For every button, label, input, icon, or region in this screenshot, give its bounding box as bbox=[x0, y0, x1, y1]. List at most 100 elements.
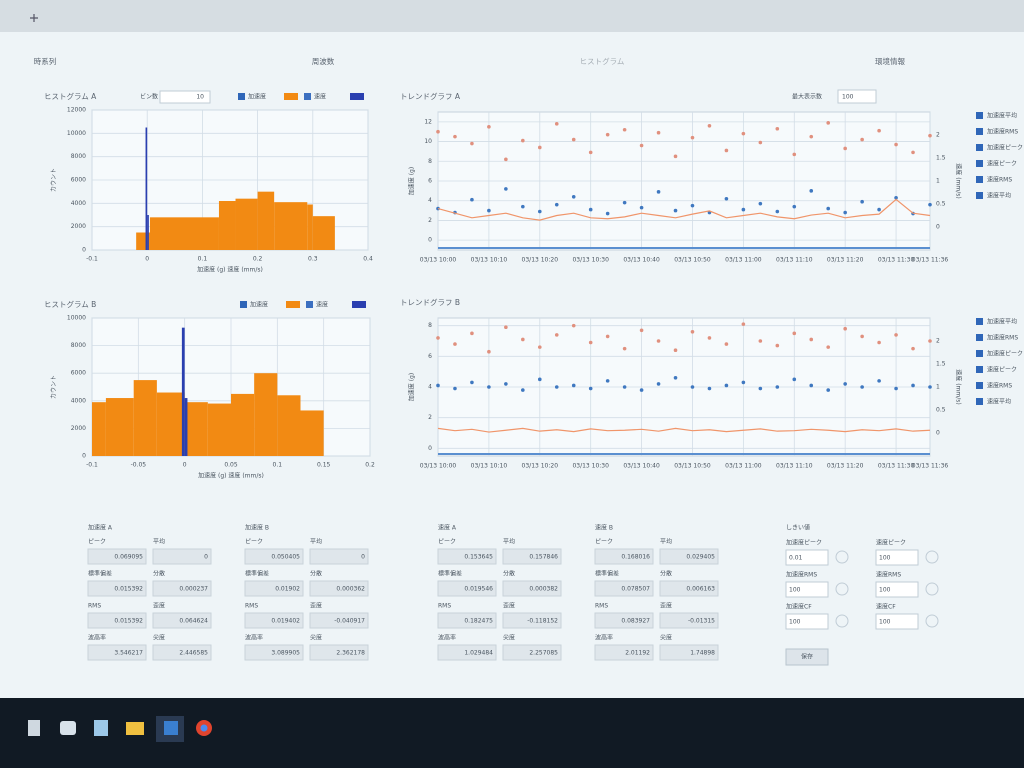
series-marker bbox=[436, 129, 440, 134]
y2-axis-label: 速度 (mm/s) bbox=[955, 163, 963, 198]
checkbox-label: 速度ピーク bbox=[987, 160, 1017, 168]
checkbox-label: 加速度平均 bbox=[987, 112, 1017, 120]
series-marker bbox=[724, 196, 729, 201]
field-box bbox=[87, 644, 147, 661]
taskbar bbox=[0, 698, 1024, 768]
checkbox[interactable] bbox=[976, 176, 983, 183]
checkbox[interactable] bbox=[976, 112, 983, 119]
field-box bbox=[437, 612, 497, 629]
threshold-input[interactable] bbox=[785, 581, 829, 598]
threshold-input[interactable] bbox=[785, 549, 829, 566]
save-button-label[interactable]: 保存 bbox=[801, 653, 813, 661]
series-marker bbox=[826, 121, 831, 125]
field-label: 歪度 bbox=[310, 602, 322, 610]
tab[interactable]: 環境情報 bbox=[875, 56, 905, 66]
histogram-bar bbox=[257, 191, 275, 250]
checkbox[interactable] bbox=[976, 192, 983, 199]
field-box bbox=[594, 644, 654, 661]
chart-title: トレンドグラフ B bbox=[400, 297, 460, 307]
series-marker bbox=[758, 386, 763, 391]
field-value: 0.000237 bbox=[179, 586, 208, 593]
max-input[interactable] bbox=[837, 89, 877, 104]
histogram-bar bbox=[218, 201, 236, 250]
threshold-input[interactable] bbox=[785, 613, 829, 630]
y-tick-label: 2000 bbox=[71, 223, 86, 230]
checkbox[interactable] bbox=[976, 144, 983, 151]
chart-title: トレンドグラフ A bbox=[400, 91, 461, 101]
field-value: 2.362178 bbox=[336, 650, 365, 657]
y-tick-label: 0 bbox=[428, 237, 432, 244]
checkbox[interactable] bbox=[976, 366, 983, 373]
taskbar-icon[interactable] bbox=[126, 722, 144, 735]
x-tick-label: 03/13 10:40 bbox=[623, 257, 660, 264]
tab[interactable]: ヒストグラム bbox=[580, 56, 625, 66]
field-label: 尖度 bbox=[310, 634, 322, 642]
taskbar-icon[interactable] bbox=[60, 721, 76, 735]
checkbox[interactable] bbox=[976, 128, 983, 135]
checkbox-label: 速度ピーク bbox=[987, 366, 1017, 374]
field-box bbox=[152, 580, 212, 597]
histogram-bar bbox=[277, 395, 301, 456]
series-marker bbox=[622, 385, 627, 389]
checkbox[interactable] bbox=[976, 350, 983, 357]
field-value: 3.546217 bbox=[114, 650, 143, 657]
field-value: 0.000362 bbox=[336, 586, 365, 593]
checkbox-label: 加速度平均 bbox=[987, 318, 1017, 326]
taskbar-icon[interactable] bbox=[28, 720, 40, 736]
threshold-label: 加速度CF bbox=[786, 603, 812, 611]
checkbox[interactable] bbox=[976, 382, 983, 389]
series-marker bbox=[622, 200, 627, 205]
tab[interactable]: 時系列 bbox=[34, 56, 57, 66]
field-label: 標準偏差 bbox=[595, 570, 619, 578]
x-tick-label: 03/13 11:20 bbox=[827, 463, 864, 470]
threshold-input[interactable] bbox=[875, 581, 919, 598]
series-marker bbox=[554, 202, 559, 207]
histogram-bar bbox=[147, 215, 149, 250]
x-tick-label: 0 bbox=[183, 462, 187, 469]
field-label: 波高率 bbox=[88, 634, 106, 642]
checkbox[interactable] bbox=[976, 398, 983, 405]
bin-select[interactable] bbox=[159, 90, 211, 104]
stats-title: 加速度 A bbox=[88, 524, 113, 532]
tab[interactable]: 周波数 bbox=[312, 56, 335, 66]
y2-axis-label: 速度 (mm/s) bbox=[955, 369, 963, 404]
histogram-bar bbox=[184, 402, 208, 456]
field-label: RMS bbox=[245, 603, 258, 610]
field-value: 3.089905 bbox=[271, 650, 300, 657]
series-marker bbox=[470, 380, 474, 385]
series-marker bbox=[554, 333, 559, 337]
checkbox[interactable] bbox=[976, 160, 983, 167]
field-box bbox=[309, 548, 369, 565]
series-line bbox=[437, 198, 931, 221]
new-tab-icon[interactable] bbox=[30, 14, 38, 22]
field-box bbox=[502, 548, 562, 565]
series-marker bbox=[809, 189, 814, 193]
series-marker bbox=[724, 342, 729, 346]
taskbar-icon[interactable] bbox=[94, 720, 108, 736]
threshold-input[interactable] bbox=[875, 549, 919, 566]
series-marker bbox=[690, 203, 695, 208]
field-box bbox=[502, 612, 562, 629]
field-box bbox=[437, 580, 497, 597]
field-box bbox=[244, 644, 304, 661]
y-tick-label: 8000 bbox=[71, 342, 86, 349]
bin-value: 10 bbox=[196, 94, 204, 101]
y-tick-label: 4 bbox=[428, 197, 432, 204]
save-button[interactable] bbox=[785, 648, 829, 666]
field-label: 標準偏差 bbox=[245, 570, 269, 578]
series-marker bbox=[809, 337, 814, 342]
field-box bbox=[594, 612, 654, 629]
checkbox[interactable] bbox=[976, 334, 983, 341]
histogram-bar bbox=[184, 398, 188, 456]
threshold-input[interactable] bbox=[875, 613, 919, 630]
legend-swatch bbox=[238, 93, 245, 100]
legend-line-sample bbox=[350, 93, 364, 100]
y-tick-label: 0.5 bbox=[936, 201, 946, 208]
field-label: 標準偏差 bbox=[88, 570, 112, 578]
checkbox[interactable] bbox=[976, 318, 983, 325]
status-indicator bbox=[925, 614, 939, 628]
field-box bbox=[309, 644, 369, 661]
threshold-title: しきい値 bbox=[786, 524, 810, 532]
series-marker bbox=[436, 383, 440, 388]
